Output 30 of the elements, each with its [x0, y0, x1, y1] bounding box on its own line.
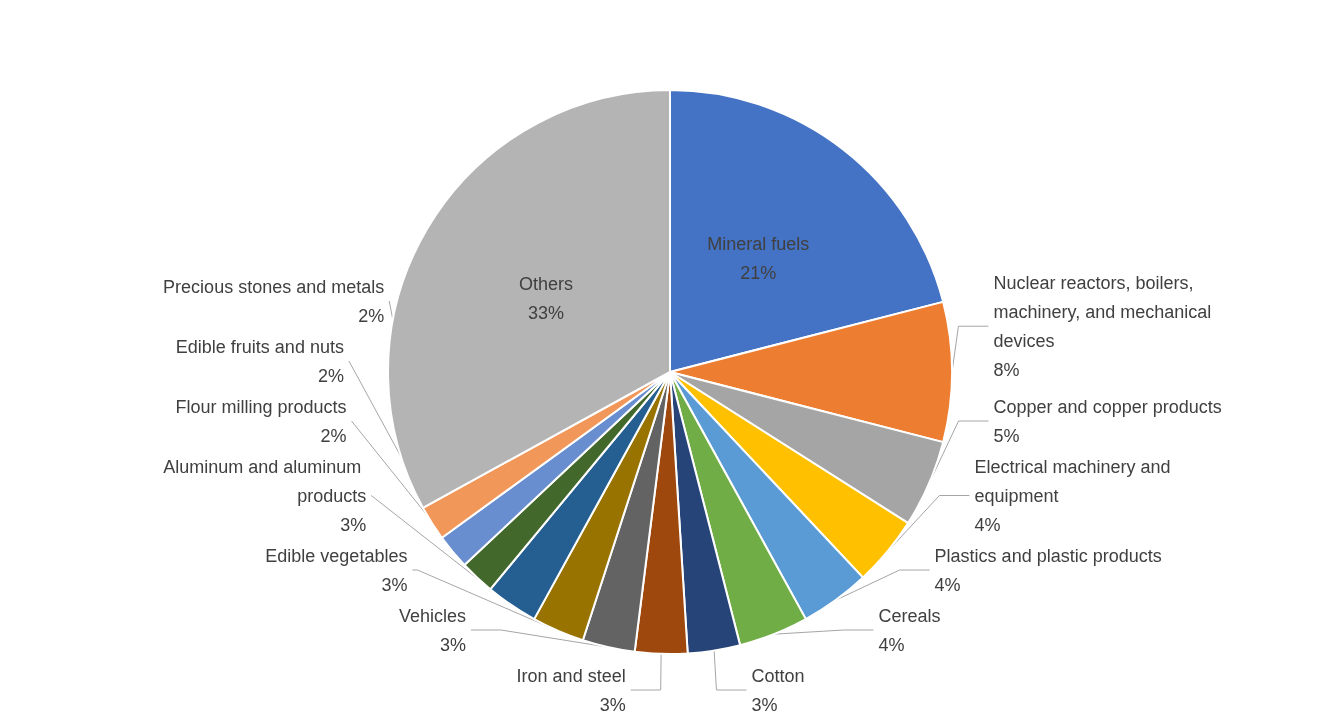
data-label: 3% [340, 514, 367, 535]
slice-label: Edible fruits and nuts [175, 336, 344, 357]
data-label: 2% [358, 305, 385, 326]
slice-label: Others [519, 274, 574, 295]
slice-label: Iron and steel [516, 665, 626, 686]
data-label: 4% [974, 514, 1001, 535]
data-label: 3% [599, 694, 626, 715]
data-label: 5% [993, 425, 1020, 446]
slice-label: Cereals [878, 605, 941, 626]
data-label: 3% [381, 574, 408, 595]
data-label: 21% [740, 262, 777, 283]
data-label: 4% [934, 574, 961, 595]
slice-label: Flour milling products [175, 396, 347, 417]
slice-label: Nuclear reactors, boilers, machinery, and mechanical devices [993, 272, 1217, 351]
slice-label: Electrical machinery and equipment [974, 456, 1176, 506]
slice-label: Plastics and plastic products [934, 545, 1162, 566]
slice-label: Vehicles [398, 605, 466, 626]
slice-label: Mineral fuels [707, 233, 810, 254]
data-label: 3% [751, 694, 778, 715]
slice-label: Aluminum and aluminum products [163, 456, 367, 506]
data-label: 8% [993, 359, 1020, 380]
slice-label: Cotton [751, 665, 805, 686]
slice-label: Edible vegetables [265, 545, 408, 566]
data-label: 2% [320, 425, 347, 446]
slice-label: Copper and copper products [993, 396, 1222, 417]
data-label: 33% [528, 303, 565, 324]
data-label: 3% [439, 634, 466, 655]
data-label: 2% [317, 365, 344, 386]
data-label: 4% [878, 634, 905, 655]
slice-label: Precious stones and metals [163, 276, 385, 297]
